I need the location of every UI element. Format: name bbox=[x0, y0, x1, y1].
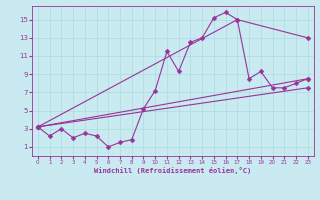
X-axis label: Windchill (Refroidissement éolien,°C): Windchill (Refroidissement éolien,°C) bbox=[94, 167, 252, 174]
